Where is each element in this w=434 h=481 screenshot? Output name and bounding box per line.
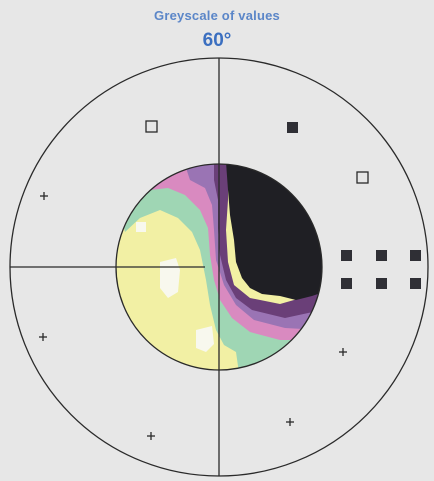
plus-marker [339, 348, 347, 356]
light-patch-upper [160, 258, 180, 298]
filled-square-marker [341, 250, 352, 261]
filled-square-marker [376, 250, 387, 261]
light-patch-lower [196, 326, 214, 352]
plus-marker [147, 432, 155, 440]
filled-square-marker [410, 250, 421, 261]
plus-markers [39, 192, 347, 440]
light-patch-small [136, 222, 146, 232]
field-angle-label: 60° [202, 30, 232, 51]
hollow-square-marker [356, 171, 369, 184]
filled-square-marker [341, 278, 352, 289]
filled-square-marker [287, 122, 298, 133]
greyscale-map [116, 164, 322, 370]
plus-marker [39, 333, 47, 341]
plus-marker [286, 418, 294, 426]
purple-zone [214, 164, 322, 318]
figure-title: Greyscale of values [154, 8, 280, 23]
filled-square-marker [410, 278, 421, 289]
plus-marker [40, 192, 48, 200]
hollow-square-marker [145, 120, 158, 133]
filled-square-marker [376, 278, 387, 289]
